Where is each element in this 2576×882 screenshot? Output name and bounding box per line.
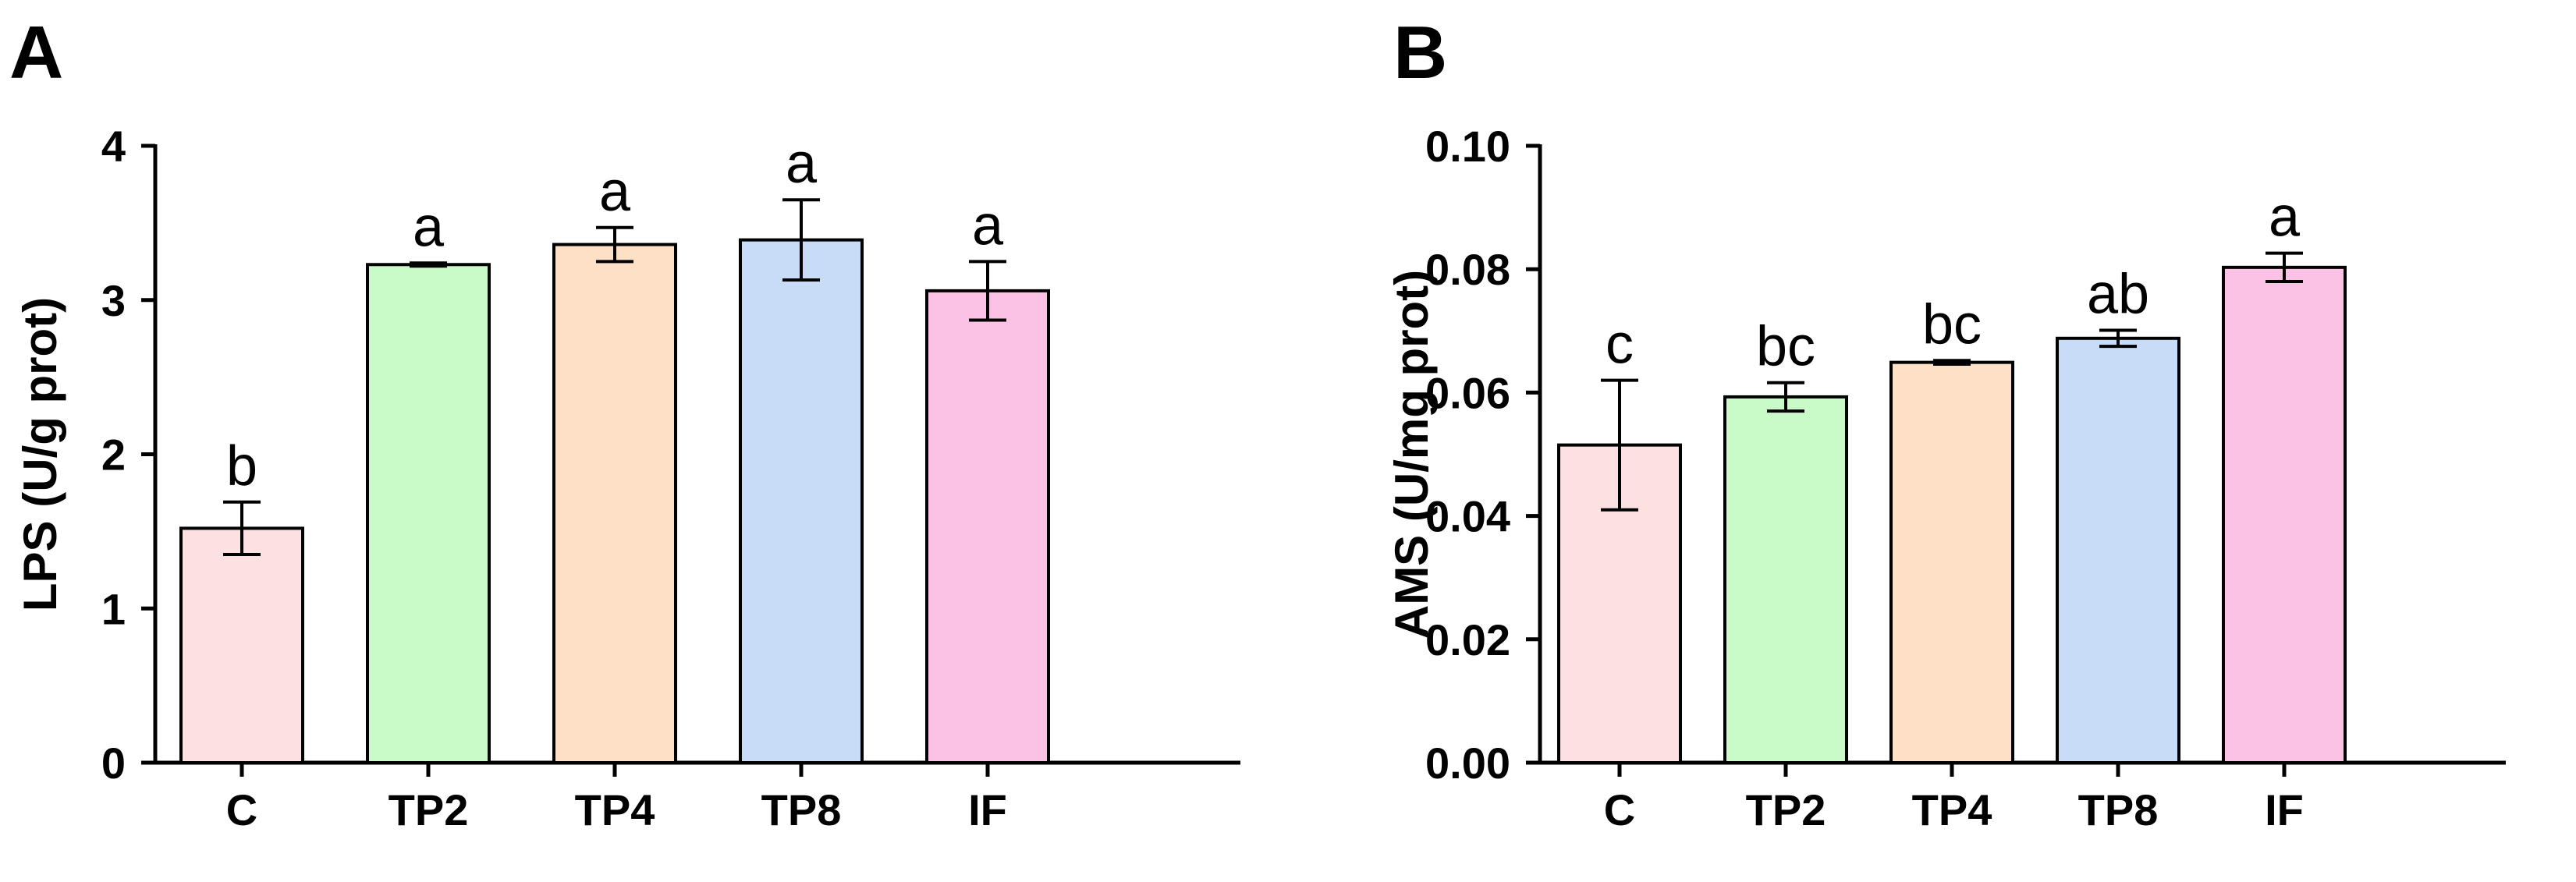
panel-label-a: A [9,11,63,94]
y-axis-title: AMS (U/mg prot) [1386,270,1438,639]
category-label: C [226,785,257,834]
y-tick-label: 0.02 [1425,615,1510,664]
significance-label: a [786,133,818,195]
significance-label: ab [2087,264,2149,326]
bar [366,263,491,764]
y-tick-label: 0 [101,739,126,788]
bar [2222,265,2347,764]
bar [925,289,1050,764]
category-label: IF [968,785,1007,834]
significance-label: a [2269,186,2301,249]
y-tick-label: 0.04 [1425,492,1510,541]
bar [179,526,304,764]
significance-label: a [413,196,445,258]
y-tick-label: 0.10 [1425,122,1510,171]
bar [1889,360,2014,764]
significance-label: bc [1756,316,1815,378]
bar [739,238,864,764]
category-label: TP2 [1746,785,1826,834]
significance-label: bc [1922,293,1982,356]
bar [1723,395,1848,764]
chart-panel-b: 0.00 0.02 0.04 0.06 0.08 0.10 AMS (U/mg prot) C… [1386,122,2506,834]
category-label: TP4 [575,785,655,834]
bar [552,243,677,764]
y-axis-title: LPS (U/g prot) [14,297,66,611]
y-tick-label: 2 [101,430,126,480]
bar [2056,336,2180,764]
y-tick-label: 0.00 [1425,739,1510,788]
y-tick-label: 0.08 [1425,245,1510,294]
significance-label: a [972,194,1004,257]
significance-label: a [599,161,631,223]
y-tick-label: 1 [101,584,126,633]
y-tick-label: 4 [101,122,126,171]
y-tick-label: 0.06 [1425,368,1510,417]
category-label: IF [2265,785,2304,834]
category-label: C [1604,785,1635,834]
chart-panel-a: 0 1 2 3 4 LPS (U/g prot) Cb TP2 a TP4 a TP8 a IF a [14,122,1240,834]
significance-label: c [1606,313,1634,376]
category-label: TP8 [761,785,842,834]
category-label: TP2 [389,785,469,834]
category-label: TP8 [2078,785,2159,834]
category-label: TP4 [1912,785,1992,834]
y-tick-label: 3 [101,276,126,325]
significance-label: b [226,435,257,498]
panel-label-b: B [1393,11,1447,94]
